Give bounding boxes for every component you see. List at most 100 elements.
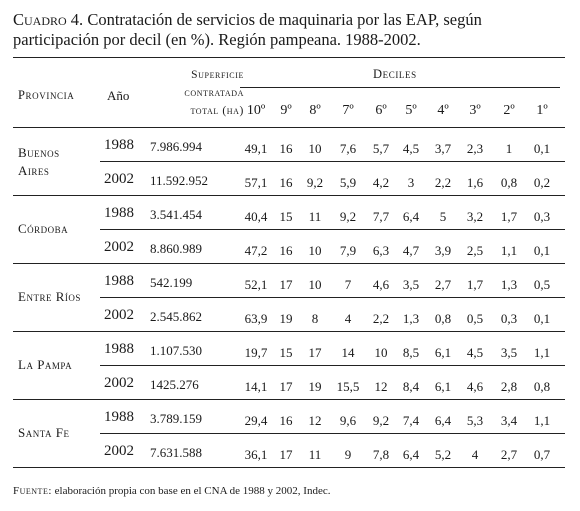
decile-value-cell: 0,2 bbox=[533, 175, 551, 190]
decile-value-cell: 10 bbox=[308, 277, 322, 292]
decile-header: 3º bbox=[469, 103, 481, 118]
decile-value-cell: 9,6 bbox=[339, 413, 357, 428]
decile-value-cell: 63,9 bbox=[244, 311, 268, 326]
decile-value-cell: 57,1 bbox=[244, 175, 268, 190]
header-provincia: Provincia bbox=[18, 88, 75, 102]
decile-value-cell: 7,9 bbox=[339, 243, 357, 258]
decile-value-cell: 3,4 bbox=[500, 413, 518, 428]
year-cell: 1988 bbox=[104, 273, 134, 289]
year-cell: 2002 bbox=[104, 171, 134, 187]
decile-value-cell: 2,5 bbox=[466, 243, 484, 258]
decile-value-cell: 1,7 bbox=[500, 209, 518, 224]
decile-value-cell: 5 bbox=[439, 209, 447, 224]
decile-value-cell: 12 bbox=[308, 413, 322, 428]
decile-value-cell: 8,4 bbox=[402, 379, 420, 394]
superficie-cell: 1.107.530 bbox=[150, 343, 202, 358]
decile-value-cell: 14,1 bbox=[244, 379, 268, 394]
decile-header: 10º bbox=[246, 103, 266, 118]
decile-value-cell: 7,7 bbox=[372, 209, 390, 224]
decile-value-cell: 19,7 bbox=[244, 345, 268, 360]
superficie-cell: 1425.276 bbox=[150, 377, 199, 392]
decile-value-cell: 6,1 bbox=[434, 379, 452, 394]
decile-value-cell: 10 bbox=[374, 345, 388, 360]
decile-value-cell: 19 bbox=[308, 379, 322, 394]
superficie-cell: 8.860.989 bbox=[150, 241, 202, 256]
province-separator bbox=[13, 331, 565, 332]
decile-value-cell: 0,8 bbox=[434, 311, 452, 326]
decile-value-cell: 4,6 bbox=[372, 277, 390, 292]
decile-value-cell: 1,6 bbox=[466, 175, 484, 190]
decile-value-cell: 1,7 bbox=[466, 277, 484, 292]
decile-header: 2º bbox=[503, 103, 515, 118]
province-label: La Pampa bbox=[18, 356, 72, 374]
footer-label: Fuente: bbox=[13, 485, 52, 497]
decile-header: 1º bbox=[536, 103, 548, 118]
decile-value-cell: 7,8 bbox=[372, 447, 390, 462]
decile-value-cell: 15 bbox=[279, 209, 293, 224]
decile-value-cell: 3,5 bbox=[402, 277, 420, 292]
province-label-line: Aires bbox=[18, 163, 50, 178]
header-superficie: Superficie contratada total (ha) bbox=[152, 66, 244, 120]
decile-value-cell: 3 bbox=[407, 175, 415, 190]
decile-value-cell: 2,2 bbox=[372, 311, 390, 326]
decile-value-cell: 4,2 bbox=[372, 175, 390, 190]
decile-value-cell: 1,1 bbox=[533, 345, 551, 360]
year-cell: 2002 bbox=[104, 443, 134, 459]
decile-value-cell: 9,2 bbox=[306, 175, 324, 190]
decile-value-cell: 4 bbox=[471, 447, 479, 462]
province-label: Buenos Aires bbox=[18, 144, 60, 180]
decile-value-cell: 2,8 bbox=[500, 379, 518, 394]
year-separator bbox=[100, 161, 565, 162]
decile-value-cell: 1 bbox=[505, 141, 513, 156]
top-rule bbox=[13, 57, 565, 58]
decile-value-cell: 52,1 bbox=[244, 277, 268, 292]
decile-header: 8º bbox=[309, 103, 321, 118]
decile-value-cell: 2,7 bbox=[500, 447, 518, 462]
table-title: Cuadro 4. Contratación de servicios de m… bbox=[13, 10, 569, 50]
year-separator bbox=[100, 433, 565, 434]
decile-value-cell: 0,5 bbox=[533, 277, 551, 292]
province-label: Córdoba bbox=[18, 220, 68, 238]
decile-value-cell: 4,5 bbox=[402, 141, 420, 156]
decile-header: 4º bbox=[437, 103, 449, 118]
decile-value-cell: 2,2 bbox=[434, 175, 452, 190]
decile-value-cell: 3,5 bbox=[500, 345, 518, 360]
footer-text: elaboración propia con base en el CNA de… bbox=[51, 485, 331, 497]
decile-value-cell: 2,3 bbox=[466, 141, 484, 156]
superficie-cell: 542.199 bbox=[150, 275, 193, 290]
year-separator bbox=[100, 229, 565, 230]
decile-value-cell: 6,1 bbox=[434, 345, 452, 360]
decile-value-cell: 1,3 bbox=[500, 277, 518, 292]
province-separator bbox=[13, 263, 565, 264]
decile-value-cell: 16 bbox=[279, 141, 293, 156]
table-footer: Fuente: elaboración propia con base en e… bbox=[13, 485, 330, 497]
decile-value-cell: 29,4 bbox=[244, 413, 268, 428]
header-superficie-line: total (ha) bbox=[190, 105, 244, 117]
header-rule bbox=[13, 127, 565, 128]
decile-value-cell: 0,1 bbox=[533, 141, 551, 156]
decile-value-cell: 14 bbox=[341, 345, 355, 360]
decile-value-cell: 11 bbox=[308, 209, 322, 224]
province-label: Entre Ríos bbox=[18, 288, 81, 306]
decile-value-cell: 7,4 bbox=[402, 413, 420, 428]
header-deciles: Deciles bbox=[373, 67, 417, 81]
province-label-line: Córdoba bbox=[18, 221, 69, 236]
decile-value-cell: 9,2 bbox=[339, 209, 357, 224]
decile-value-cell: 3,2 bbox=[466, 209, 484, 224]
decile-value-cell: 1,3 bbox=[402, 311, 420, 326]
decile-header: 6º bbox=[375, 103, 387, 118]
decile-header: 7º bbox=[342, 103, 354, 118]
province-separator bbox=[13, 195, 565, 196]
decile-value-cell: 1,1 bbox=[500, 243, 518, 258]
decile-value-cell: 5,9 bbox=[339, 175, 357, 190]
decile-value-cell: 15,5 bbox=[336, 379, 360, 394]
province-separator bbox=[13, 399, 565, 400]
decile-value-cell: 6,4 bbox=[402, 447, 420, 462]
decile-value-cell: 7,6 bbox=[339, 141, 357, 156]
decile-value-cell: 19 bbox=[279, 311, 293, 326]
decile-value-cell: 16 bbox=[279, 413, 293, 428]
decile-value-cell: 0,7 bbox=[533, 447, 551, 462]
decile-value-cell: 4 bbox=[344, 311, 352, 326]
decile-value-cell: 47,2 bbox=[244, 243, 268, 258]
